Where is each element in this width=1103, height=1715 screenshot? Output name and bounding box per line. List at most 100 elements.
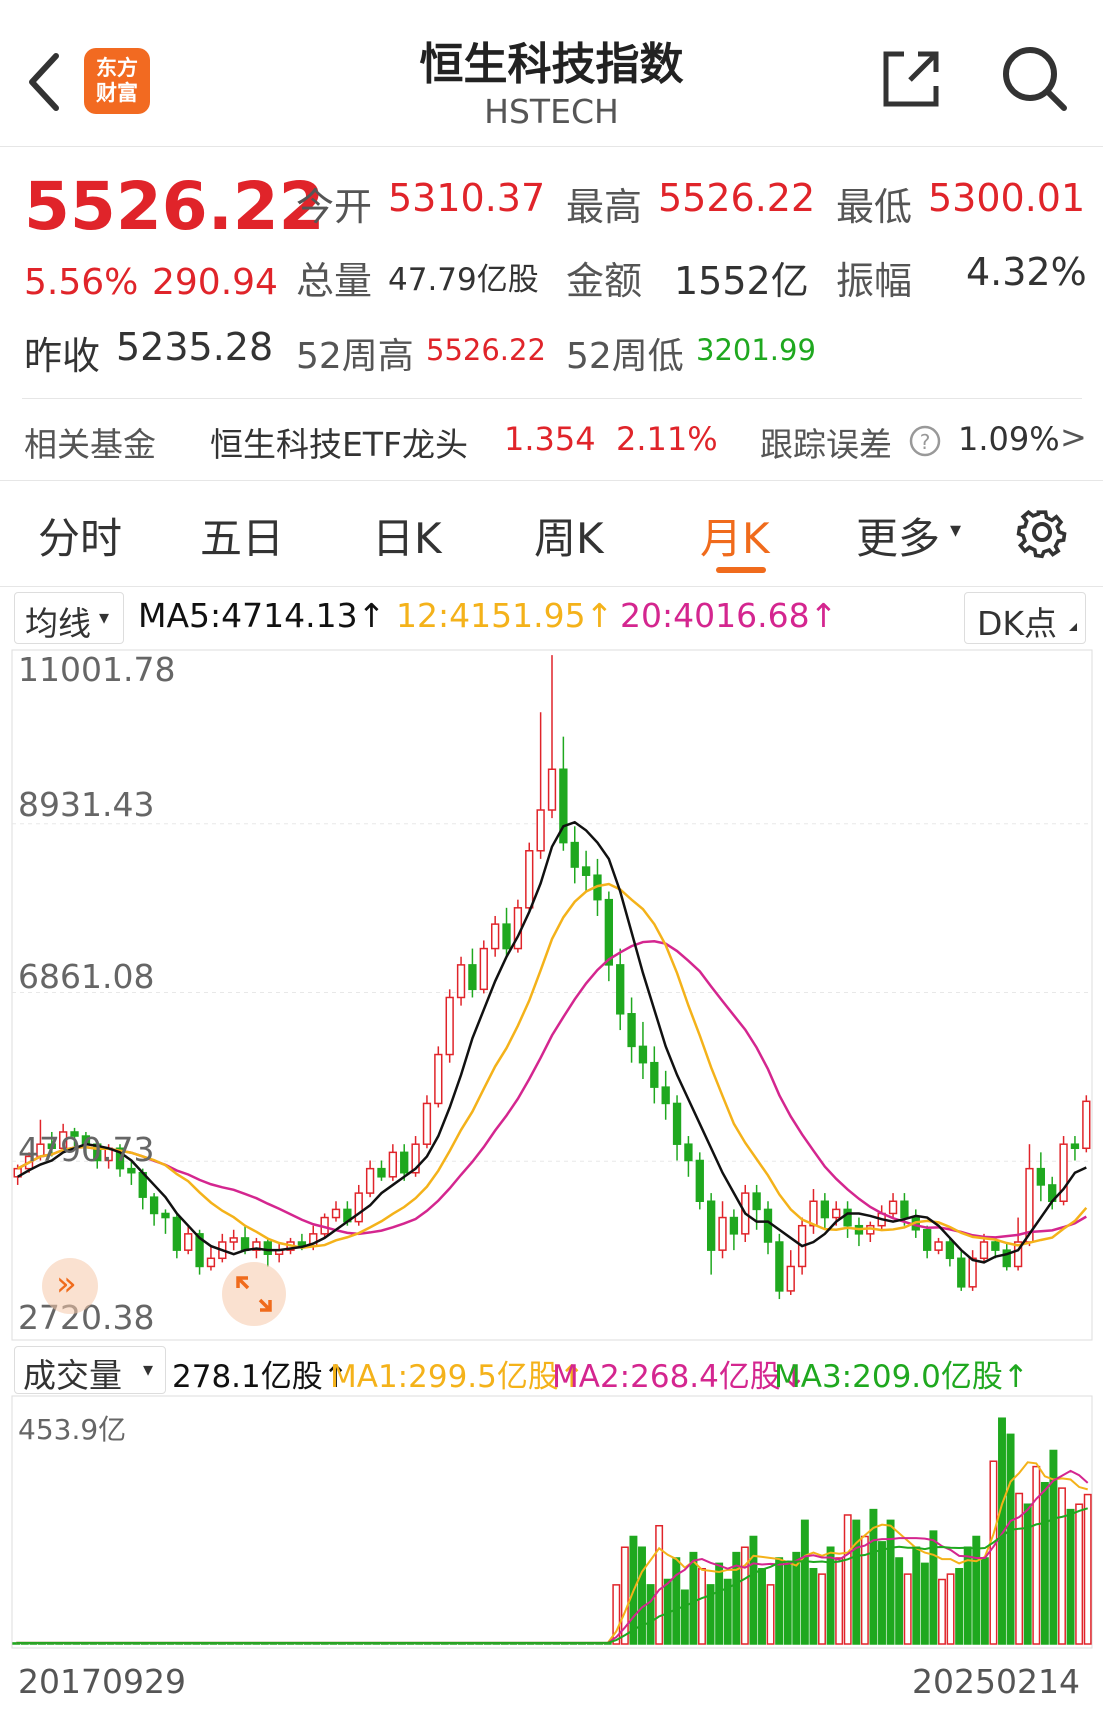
volume-current: 278.1亿股↑ [172,1359,349,1395]
svg-text:?: ? [920,430,931,454]
candle-body [479,947,488,991]
volume-svg [11,1395,1093,1649]
volume-bar [620,1546,629,1645]
tracking-error-label: 跟踪误差 [760,425,892,464]
volume-bar [843,1514,852,1645]
volume-bar [1032,1465,1041,1645]
candle-body [1082,1100,1091,1150]
volume-ma3: MA3:209.0亿股↑ [774,1359,1029,1395]
volume-bar [715,1562,724,1645]
gear-icon[interactable] [1014,504,1070,560]
expand-arrows-icon [236,1276,272,1312]
fullscreen-button[interactable] [222,1262,286,1326]
candle-body [149,1196,159,1215]
search-icon[interactable] [1000,44,1070,114]
candle-body [400,1151,409,1174]
high-value: 5526.22 [658,176,816,220]
volume-label: 总量 [296,259,373,303]
volume-bar [698,1567,706,1645]
w52-low-value: 3201.99 [696,333,816,367]
volume-bar [852,1519,861,1645]
volume-bar [706,1584,715,1645]
chevron-down-icon: ▾ [950,518,962,543]
candle-body [559,768,568,844]
tab-more[interactable]: 更多 [856,514,941,563]
date-start: 20170929 [18,1662,186,1701]
tab-fenshi[interactable]: 分时 [38,514,123,563]
candle-body [616,964,625,1015]
volume-bar [783,1562,792,1645]
divider [0,480,1103,481]
price-axis-label: 8931.43 [18,785,155,824]
candle-body [604,898,614,966]
volume-bar [826,1546,835,1645]
candle-body [570,841,579,868]
fund-chevron-icon[interactable]: > [1060,418,1087,456]
candle-body [627,1013,636,1048]
tab-daily-k[interactable]: 日K [372,514,442,563]
kline-chart[interactable] [11,649,1093,1341]
volume-bar [878,1541,886,1645]
candle-body [672,1102,682,1145]
chart-frame [11,649,1093,1341]
w52-high-value: 5526.22 [426,333,546,367]
volume-bar [912,1546,921,1645]
candle-body [900,1200,909,1219]
volume-bar [1058,1487,1066,1645]
volume-bar [612,1584,621,1645]
candle-body [957,1257,966,1288]
candle-body [934,1241,943,1251]
tab-monthly-k[interactable]: 月K [700,514,770,563]
ma5-value: MA5:4714.13↑ [138,596,386,635]
candle-body [547,768,557,811]
change-value: 290.94 [152,262,278,303]
dk-point-label: DK点 [977,604,1058,643]
candle-body [775,1241,784,1292]
candle-body [536,809,545,852]
candle-body [206,1257,216,1268]
candle-body [411,1143,420,1174]
candle-body [70,1131,79,1137]
volume-bar [638,1546,646,1645]
volume-selector[interactable]: 成交量 ▾ [14,1346,166,1395]
candle-body [718,1216,727,1251]
question-circle-icon[interactable]: ? [908,424,942,458]
candle-body [388,1151,398,1178]
change-percent: 5.56% [24,262,139,303]
volume-chart[interactable] [11,1395,1093,1649]
candle-body [581,866,591,876]
fund-name[interactable]: 恒生科技ETF龙头 [210,425,468,464]
candle-body [252,1241,261,1251]
share-icon[interactable] [880,48,942,110]
volume-axis-max: 453.9亿 [18,1413,127,1446]
ma-selector[interactable]: 均线 ▾ [14,592,124,644]
open-label: 今开 [296,185,373,229]
volume-bar [920,1562,929,1645]
ma12-value: 12:4151.95↑ [396,596,614,635]
page-title: 恒生科技指数 [419,39,684,90]
volume-bar [955,1567,964,1645]
tab-wuri[interactable]: 五日 [200,514,285,563]
volume-bar [732,1551,741,1645]
ma12-line [17,882,1088,1250]
collapse-panel-button[interactable]: » [42,1258,98,1314]
candle-body [684,1143,693,1162]
candle-body [434,1053,443,1105]
chevron-left-icon[interactable] [24,52,64,112]
candle-body [184,1233,193,1251]
volume-bar [655,1524,664,1645]
volume-bar [740,1546,749,1645]
candle-body [1070,1143,1080,1150]
volume-bar [758,1567,766,1645]
candle-body [809,1200,818,1227]
candle-body [525,850,534,909]
dk-point-button[interactable]: DK点 [964,592,1086,644]
candle-body [58,1131,68,1150]
candle-body [422,1102,432,1145]
candle-body [331,1208,341,1219]
volume-bar [723,1578,732,1645]
double-chevron-right-icon: » [56,1264,77,1304]
price-axis-label: 11001.78 [18,650,176,689]
candle-body [820,1200,830,1219]
tab-weekly-k[interactable]: 周K [534,514,604,563]
